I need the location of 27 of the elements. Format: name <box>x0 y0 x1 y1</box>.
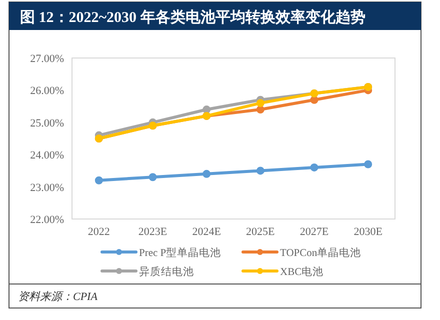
point <box>364 160 372 168</box>
y-tick-label: 27.00% <box>30 53 64 65</box>
x-tick-label: 2024E <box>192 226 222 238</box>
y-tick-label: 25.00% <box>30 117 64 130</box>
x-tick-label: 2030E <box>354 226 383 238</box>
legend-label: TOPCon单晶电池 <box>280 246 362 259</box>
x-tick-label: 2027E <box>300 226 329 238</box>
point <box>202 170 211 178</box>
point <box>256 106 264 114</box>
y-tick-label: 23.00% <box>30 182 64 194</box>
x-tick-label: 2023E <box>138 226 168 238</box>
y-tick-label: 26.00% <box>30 85 64 98</box>
y-tick-label: 24.00% <box>30 150 64 162</box>
chart-title: 图 12：2022~2030 年各类电池平均转换效率变化趋势 <box>20 8 366 26</box>
point <box>202 106 211 114</box>
x-tick-label: 2025E <box>246 226 276 238</box>
legend-label: 异质结电池 <box>139 265 194 278</box>
point <box>148 173 157 182</box>
y-tick-label: 22.00% <box>30 214 64 226</box>
point <box>256 99 264 108</box>
x-tick-label: 2022 <box>88 226 110 238</box>
text: 资料来源：CPIA <box>18 290 98 303</box>
legend-label: Prec P型单晶电池 <box>139 246 222 259</box>
legend-label: XBC电池 <box>280 265 324 278</box>
point <box>94 176 103 184</box>
point <box>256 166 264 175</box>
point <box>310 163 318 172</box>
